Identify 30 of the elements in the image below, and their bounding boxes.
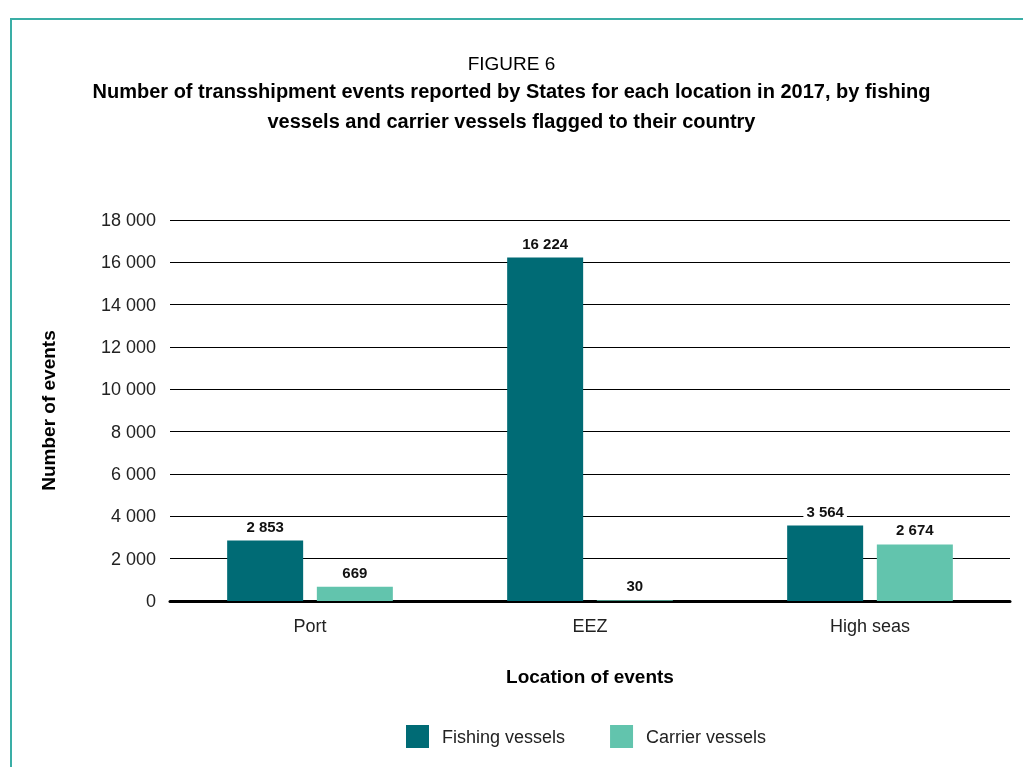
y-tick-label: 8 000 [110, 421, 156, 442]
y-tick-label: 0 [145, 591, 156, 611]
chart-subtitle: Number of transshipment events reported by States for each location in 2017, by fishing vessels and carrier vessels flagged to their country [91, 79, 932, 134]
legend-label: Carrier vessels [646, 726, 767, 747]
legend-label: Fishing vessels [442, 726, 566, 747]
y-tick-label: 12 000 [100, 337, 156, 357]
y-axis-title: Number of events [38, 330, 59, 491]
y-tick-label: 4 000 [110, 506, 156, 527]
data-label: 16 224 [522, 234, 569, 252]
data-label: 30 [626, 577, 644, 595]
y-tick-label: 2 000 [110, 548, 156, 569]
data-label: 3 564 [806, 502, 845, 520]
data-label: 2 853 [246, 517, 284, 535]
data-label: 2 674 [896, 521, 935, 539]
y-tick-label: 18 000 [100, 210, 156, 230]
bar [876, 544, 953, 601]
chart-title: FIGURE 6 [466, 52, 557, 76]
x-tick-label: EEZ [572, 616, 608, 636]
bar [227, 540, 304, 601]
bar [787, 525, 864, 601]
bar [507, 257, 584, 601]
x-axis-title: Location of events [506, 666, 674, 687]
x-tick-label: High seas [829, 616, 911, 636]
data-label: 669 [342, 563, 368, 581]
y-tick-label: 14 000 [100, 294, 156, 315]
y-tick-label: 10 000 [100, 379, 156, 400]
bar [316, 586, 393, 601]
y-tick-label: 16 000 [100, 252, 156, 273]
y-tick-label: 6 000 [110, 464, 156, 484]
x-tick-label: Port [293, 616, 327, 636]
